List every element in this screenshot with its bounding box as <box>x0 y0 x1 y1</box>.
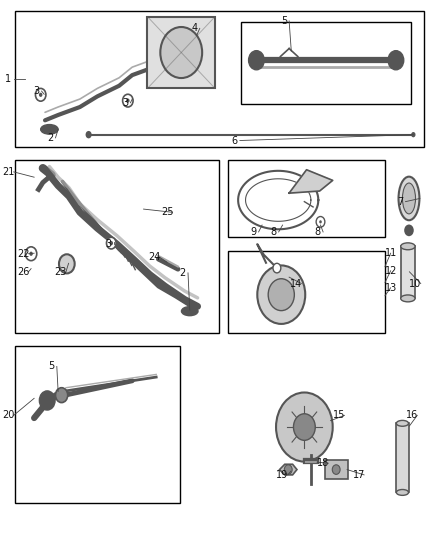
Circle shape <box>293 414 315 440</box>
Circle shape <box>123 94 133 107</box>
Text: 5: 5 <box>49 361 55 372</box>
Bar <box>14 346 180 503</box>
Ellipse shape <box>41 125 58 134</box>
Text: 3: 3 <box>122 98 128 108</box>
Circle shape <box>106 237 116 249</box>
Ellipse shape <box>396 421 409 426</box>
Circle shape <box>35 88 46 101</box>
Ellipse shape <box>181 306 198 316</box>
Circle shape <box>249 51 264 70</box>
Text: 3: 3 <box>106 239 112 249</box>
Circle shape <box>284 465 292 474</box>
Circle shape <box>276 392 333 462</box>
Text: 2: 2 <box>180 268 186 278</box>
Circle shape <box>39 93 42 97</box>
Text: 26: 26 <box>17 267 29 277</box>
Text: 14: 14 <box>290 279 302 288</box>
Text: 24: 24 <box>148 252 160 262</box>
Text: 20: 20 <box>2 410 14 421</box>
Bar <box>228 251 385 333</box>
Text: 2: 2 <box>47 133 53 143</box>
Bar <box>228 160 385 237</box>
Text: 9: 9 <box>250 227 256 237</box>
Text: 16: 16 <box>406 410 418 421</box>
Circle shape <box>411 132 416 138</box>
Text: 17: 17 <box>353 470 365 480</box>
Text: 22: 22 <box>17 249 29 259</box>
Text: 21: 21 <box>2 167 14 177</box>
Text: 10: 10 <box>410 279 422 288</box>
Circle shape <box>273 263 281 273</box>
Bar <box>396 423 409 492</box>
Text: 11: 11 <box>385 248 397 258</box>
FancyBboxPatch shape <box>325 460 347 479</box>
Polygon shape <box>279 464 297 475</box>
Text: 13: 13 <box>385 283 397 293</box>
Ellipse shape <box>401 243 415 250</box>
Circle shape <box>404 224 414 236</box>
Polygon shape <box>289 169 333 193</box>
Text: 3: 3 <box>33 86 39 96</box>
Bar <box>148 17 215 88</box>
Circle shape <box>39 391 55 410</box>
Circle shape <box>257 265 305 324</box>
Bar <box>14 160 219 333</box>
Circle shape <box>110 241 113 245</box>
Circle shape <box>126 99 130 103</box>
Text: 25: 25 <box>161 207 173 217</box>
Circle shape <box>59 254 74 273</box>
Text: 18: 18 <box>317 458 329 468</box>
Ellipse shape <box>401 295 415 302</box>
Circle shape <box>85 131 92 139</box>
Circle shape <box>29 252 33 256</box>
Text: 7: 7 <box>397 197 403 207</box>
Text: 4: 4 <box>191 23 198 34</box>
Text: 6: 6 <box>232 135 238 146</box>
Circle shape <box>388 51 404 70</box>
Text: 1: 1 <box>5 75 11 84</box>
Bar <box>14 11 424 147</box>
Ellipse shape <box>399 176 420 220</box>
Ellipse shape <box>403 183 416 214</box>
Text: 15: 15 <box>333 410 346 421</box>
Circle shape <box>160 27 202 78</box>
Circle shape <box>268 279 294 311</box>
Bar <box>241 22 411 104</box>
Circle shape <box>56 387 68 402</box>
Ellipse shape <box>396 489 409 495</box>
Circle shape <box>332 465 340 474</box>
Text: 12: 12 <box>385 266 397 276</box>
Text: 8: 8 <box>270 227 276 237</box>
Circle shape <box>25 247 37 261</box>
Text: 23: 23 <box>55 267 67 277</box>
Circle shape <box>316 216 325 227</box>
Text: 5: 5 <box>281 16 287 26</box>
Bar <box>401 246 415 298</box>
Text: 8: 8 <box>315 227 321 237</box>
Circle shape <box>319 220 322 223</box>
Text: 19: 19 <box>276 470 289 480</box>
